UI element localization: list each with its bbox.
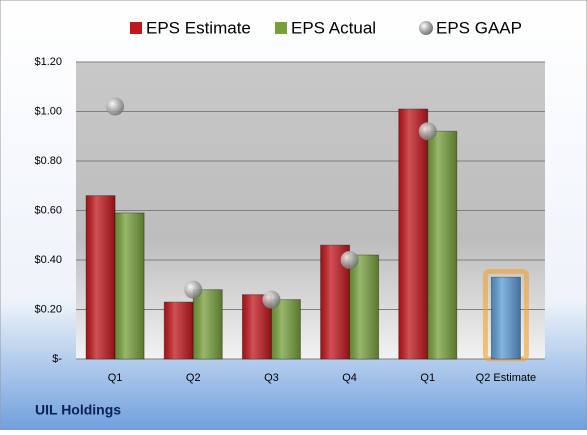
gaap-marker (418, 122, 437, 141)
bar-shine (115, 212, 145, 359)
footer: UIL Holdings (35, 402, 121, 418)
bar-shine (349, 255, 379, 359)
y-tick-label: $0.80 (34, 155, 62, 167)
gaap-marker (340, 251, 359, 269)
y-tick-label: $- (52, 353, 62, 365)
x-tick-label: Q2 Estimate (476, 372, 537, 384)
legend-marker (130, 22, 142, 34)
bar-shine (86, 195, 116, 359)
gaap-marker (184, 280, 203, 299)
legend-label: EPS Estimate (146, 18, 251, 37)
y-tick-label: $1.20 (34, 56, 62, 68)
bar-shine (398, 109, 428, 360)
x-tick-label: Q1 (108, 372, 123, 384)
x-tick-label: Q4 (342, 372, 357, 384)
x-tick-label: Q3 (264, 372, 279, 384)
bar-shine (164, 302, 194, 359)
y-tick-label: $0.20 (34, 303, 62, 315)
bar-shine (427, 131, 457, 359)
legend-label: EPS Actual (291, 18, 376, 37)
bar-shine (271, 299, 301, 359)
legend-label: EPS GAAP (436, 18, 522, 37)
y-tick-label: $0.60 (34, 204, 62, 216)
gaap-marker (106, 97, 125, 116)
x-tick-label: Q2 (186, 372, 201, 384)
x-tick-label: Q1 (420, 372, 435, 384)
legend-marker (275, 22, 287, 34)
legend-marker (419, 21, 433, 35)
bar-shine (193, 289, 223, 359)
y-tick-label: $1.00 (34, 105, 62, 117)
bar-shine (491, 277, 521, 359)
gaap-marker (262, 290, 281, 309)
y-tick-label: $0.40 (34, 254, 62, 266)
